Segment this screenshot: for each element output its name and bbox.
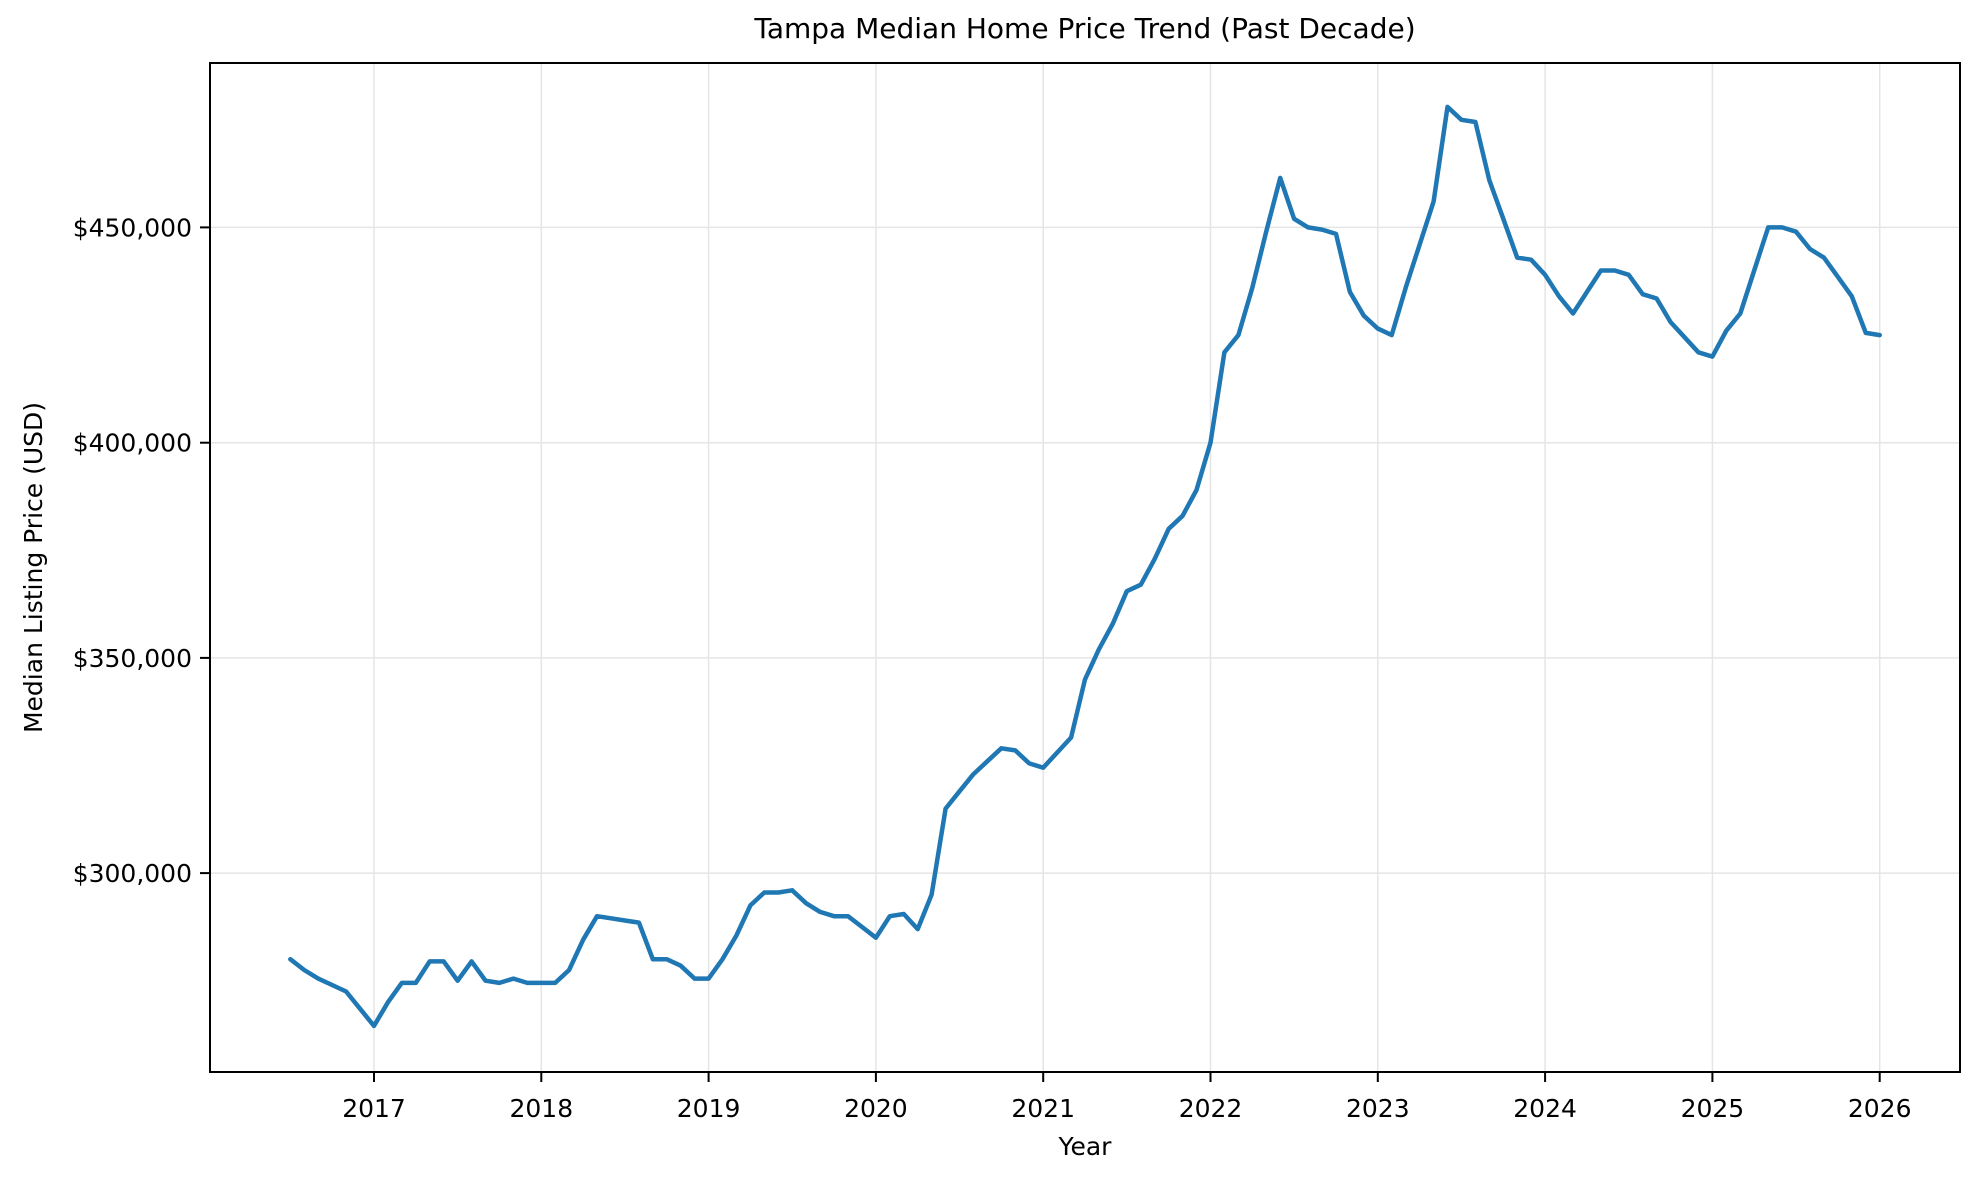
x-axis-label: Year: [1058, 1132, 1113, 1161]
plot-area-border: [209, 62, 1961, 1073]
x-tick-label: 2022: [1179, 1094, 1243, 1123]
y-tick-label: $450,000: [73, 213, 192, 242]
x-tick-label: 2020: [844, 1094, 908, 1123]
x-tick-label: 2023: [1346, 1094, 1410, 1123]
x-tick-label: 2017: [342, 1094, 406, 1123]
chart-title: Tampa Median Home Price Trend (Past Deca…: [753, 12, 1415, 45]
x-tick-label: 2019: [677, 1094, 741, 1123]
price-line: [288, 104, 1882, 1029]
x-tick-label: 2021: [1011, 1094, 1075, 1123]
x-tick-label: 2024: [1513, 1094, 1577, 1123]
x-tick-label: 2026: [1848, 1094, 1912, 1123]
y-tick-label: $350,000: [73, 644, 192, 673]
y-axis-label: Median Listing Price (USD): [19, 402, 48, 733]
y-tick-label: $300,000: [73, 859, 192, 888]
y-tick-label: $400,000: [73, 429, 192, 458]
x-tick-label: 2025: [1681, 1094, 1745, 1123]
x-tick-label: 2018: [509, 1094, 573, 1123]
